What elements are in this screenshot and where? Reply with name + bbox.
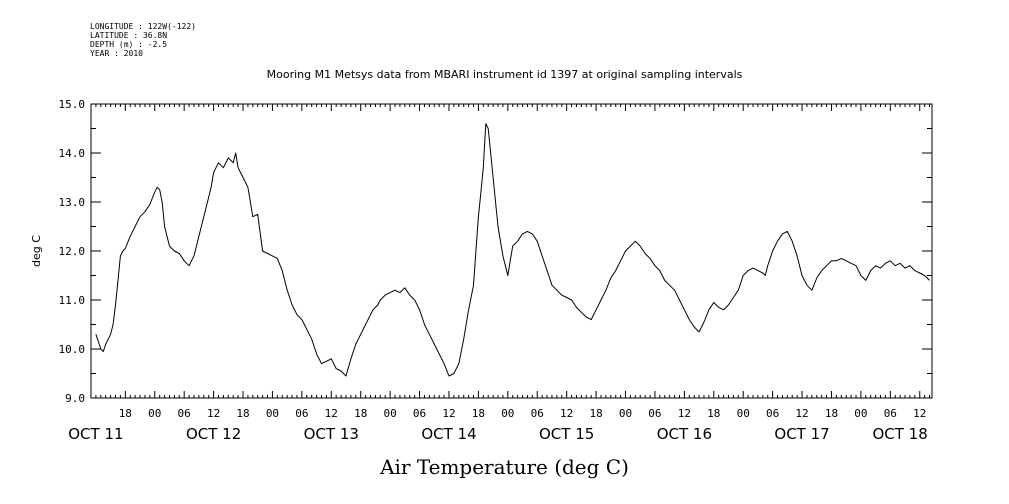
x-date-label: OCT 11 [68, 425, 123, 443]
x-hour-tick-label: 06 [884, 407, 897, 420]
x-hour-tick-label: 06 [766, 407, 779, 420]
y-tick-label: 13.0 [59, 196, 86, 209]
x-hour-tick-label: 12 [678, 407, 691, 420]
y-tick-label: 11.0 [59, 294, 86, 307]
y-tick-label: 9.0 [65, 392, 85, 405]
meta-latitude: LATITUDE : 36.8N [90, 31, 168, 40]
x-hour-tick-label: 12 [913, 407, 926, 420]
x-hour-tick-label: 12 [325, 407, 338, 420]
y-tick-label: 15.0 [59, 98, 86, 111]
y-tick-label: 14.0 [59, 147, 86, 160]
x-hour-tick-label: 00 [619, 407, 632, 420]
x-axis-title: Air Temperature (deg C) [380, 455, 629, 479]
meta-longitude: LONGITUDE : 122W(-122) [90, 22, 196, 31]
x-date-label: OCT 13 [304, 425, 359, 443]
x-hour-tick-label: 00 [266, 407, 279, 420]
x-hour-tick-label: 06 [648, 407, 661, 420]
x-hour-tick-label: 06 [531, 407, 544, 420]
x-date-label: OCT 15 [539, 425, 594, 443]
x-hour-tick-label: 18 [119, 407, 132, 420]
x-date-label: OCT 14 [421, 425, 476, 443]
x-date-label: OCT 12 [186, 425, 241, 443]
meta-depth: DEPTH (m) : -2.5 [90, 40, 168, 49]
x-hour-tick-label: 18 [354, 407, 367, 420]
x-hour-tick-label: 12 [207, 407, 220, 420]
x-hour-tick-label: 12 [560, 407, 573, 420]
y-tick-label: 10.0 [59, 343, 86, 356]
x-hour-tick-label: 18 [236, 407, 249, 420]
meta-year: YEAR : 2010 [90, 49, 143, 58]
x-date-label: OCT 18 [872, 425, 927, 443]
x-date-label: OCT 17 [774, 425, 829, 443]
x-date-label: OCT 16 [657, 425, 712, 443]
y-tick-label: 12.0 [59, 245, 86, 258]
x-hour-tick-label: 18 [472, 407, 485, 420]
x-hour-tick-label: 06 [413, 407, 426, 420]
chart-title: Mooring M1 Metsys data from MBARI instru… [266, 68, 743, 81]
x-hour-tick-label: 06 [295, 407, 308, 420]
metadata-block: LONGITUDE : 122W(-122) LATITUDE : 36.8N … [90, 22, 196, 58]
x-hour-tick-label: 00 [737, 407, 750, 420]
air-temperature-line [95, 123, 930, 377]
x-hour-tick-label: 18 [825, 407, 838, 420]
x-hour-tick-label: 18 [707, 407, 720, 420]
x-hour-tick-label: 12 [442, 407, 455, 420]
x-hour-tick-label: 00 [148, 407, 161, 420]
x-hour-tick-label: 18 [589, 407, 602, 420]
x-hour-tick-label: 00 [501, 407, 514, 420]
y-axis-title: deg C [30, 235, 43, 267]
x-hour-tick-label: 00 [384, 407, 397, 420]
x-hour-tick-label: 06 [178, 407, 191, 420]
x-hour-tick-label: 12 [795, 407, 808, 420]
x-hour-tick-label: 00 [854, 407, 867, 420]
